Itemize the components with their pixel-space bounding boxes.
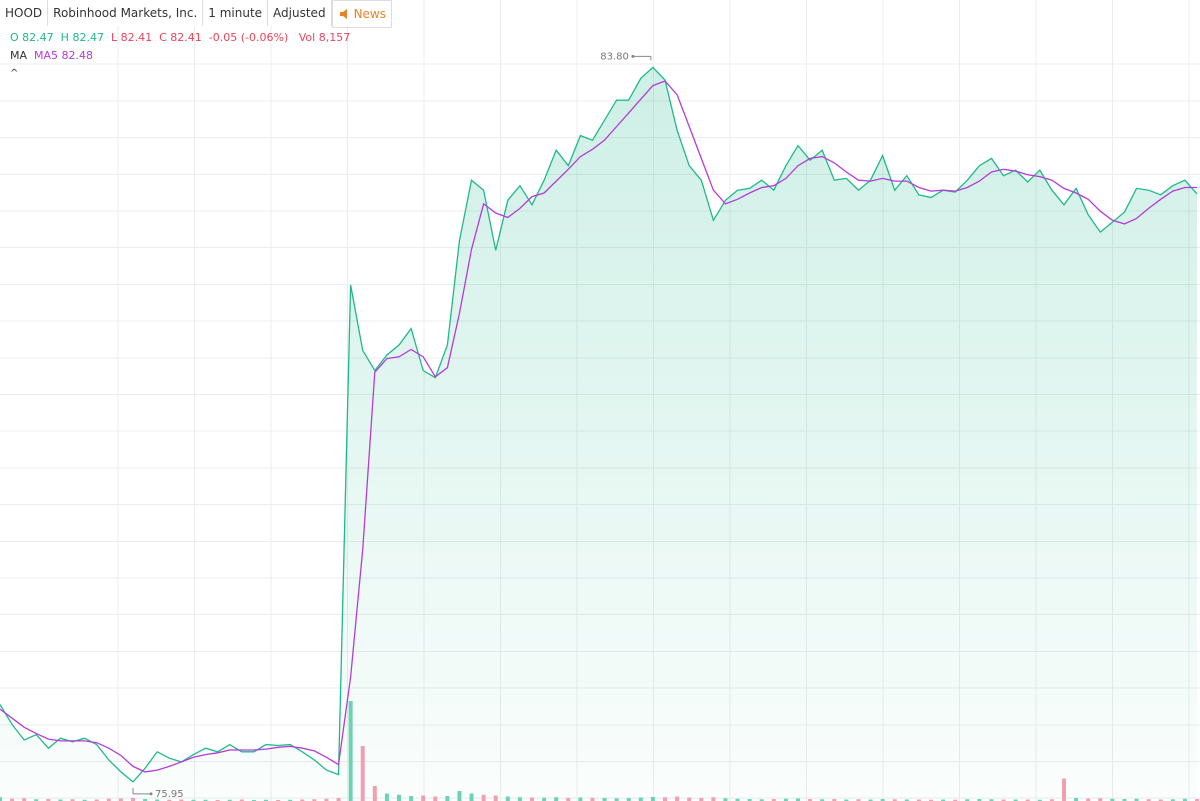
high: 82.47: [72, 31, 104, 44]
low: 82.41: [120, 31, 153, 44]
high-label: H: [60, 31, 69, 44]
ma-name: MA5: [34, 49, 59, 62]
close: 82.41: [170, 31, 202, 44]
volume: 8,157: [318, 31, 351, 44]
price-area: [0, 67, 1197, 801]
max-label: 83.80: [600, 51, 629, 62]
interval[interactable]: 1 minute: [203, 0, 269, 26]
collapse-button[interactable]: ^: [10, 68, 19, 79]
volume-label: Vol: [298, 31, 316, 44]
quote-row: O 82.47 H 82.47 L 82.41 C 82.41 -0.05 (-…: [10, 31, 350, 44]
change: -0.05 (-0.06%): [208, 31, 289, 44]
max-marker-dot: [631, 54, 635, 58]
low-label: L: [110, 31, 118, 44]
indicator-row: MA MA5 82.48: [10, 49, 93, 62]
symbol[interactable]: HOOD: [0, 0, 49, 26]
indicator-label: MA: [10, 49, 28, 62]
toolbar: HOOD Robinhood Markets, Inc. 1 minute Ad…: [0, 0, 392, 28]
price-line: [0, 66, 1198, 783]
news-icon: [339, 9, 347, 19]
min-label: 75.95: [155, 789, 184, 800]
ma-line: [0, 80, 1197, 773]
min-marker-dot: [149, 792, 153, 796]
adjust[interactable]: Adjusted: [268, 0, 332, 26]
company-name: Robinhood Markets, Inc.: [48, 0, 204, 26]
news-button[interactable]: News: [331, 0, 392, 28]
news-label: News: [353, 7, 386, 21]
open-label: O: [10, 31, 19, 44]
open: 82.47: [22, 31, 54, 44]
close-label: C: [159, 31, 167, 44]
ma-value: 82.48: [61, 49, 94, 62]
